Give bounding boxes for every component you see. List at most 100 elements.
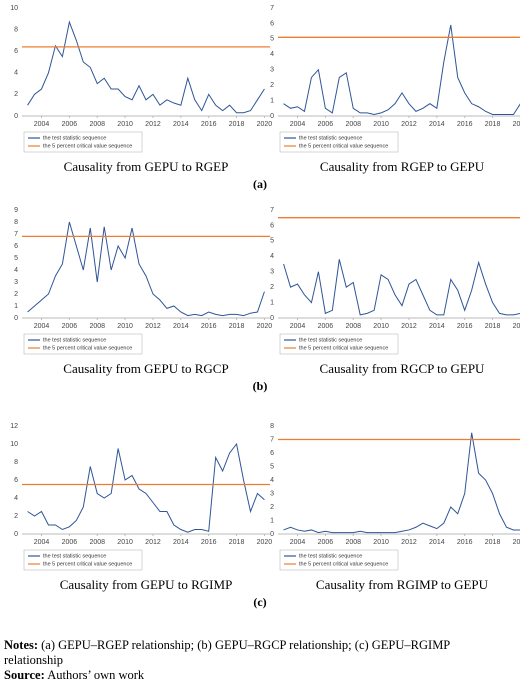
x-tick-label: 2006 bbox=[62, 121, 78, 128]
chart-caption: Causality from RGIMP to GEPU bbox=[316, 577, 489, 592]
source-text: Authors’ own work bbox=[47, 668, 145, 682]
y-tick-label: 8 bbox=[270, 423, 274, 430]
y-tick-label: 5 bbox=[270, 463, 274, 470]
y-tick-label: 0 bbox=[14, 315, 18, 322]
y-tick-label: 1 bbox=[270, 299, 274, 306]
y-tick-label: 4 bbox=[14, 70, 18, 77]
x-tick-label: 2014 bbox=[429, 539, 445, 546]
y-tick-label: 5 bbox=[14, 255, 18, 262]
x-tick-label: 2006 bbox=[62, 323, 78, 330]
legend-label: the test statistic sequence bbox=[43, 553, 106, 559]
x-tick-label: 2020 bbox=[513, 121, 520, 128]
legend-box bbox=[23, 549, 143, 571]
y-tick-label: 0 bbox=[270, 113, 274, 120]
x-tick-label: 2010 bbox=[117, 539, 133, 546]
notes-label: Notes: bbox=[4, 638, 39, 652]
y-tick-label: 3 bbox=[270, 67, 274, 74]
legend-label: the 5 percent critical value sequence bbox=[43, 143, 132, 149]
x-tick-label: 2016 bbox=[201, 323, 217, 330]
y-tick-label: 1 bbox=[270, 97, 274, 104]
y-tick-label: 2 bbox=[270, 284, 274, 291]
x-tick-label: 2020 bbox=[257, 323, 273, 330]
x-tick-label: 2012 bbox=[145, 323, 161, 330]
y-tick-label: 7 bbox=[270, 207, 274, 214]
legend-label: the test statistic sequence bbox=[43, 135, 106, 141]
x-tick-label: 2012 bbox=[145, 539, 161, 546]
chart-caption: Causality from GEPU to RGCP bbox=[63, 361, 228, 376]
y-tick-label: 8 bbox=[14, 219, 18, 226]
legend-label: the 5 percent critical value sequence bbox=[299, 561, 388, 567]
x-tick-label: 2010 bbox=[373, 539, 389, 546]
y-tick-label: 3 bbox=[270, 269, 274, 276]
x-tick-label: 2014 bbox=[173, 323, 189, 330]
chart-caption: Causality from GEPU to RGIMP bbox=[60, 577, 233, 592]
y-tick-label: 4 bbox=[270, 51, 274, 58]
x-tick-label: 2018 bbox=[485, 539, 501, 546]
x-tick-label: 2004 bbox=[34, 121, 50, 128]
x-tick-label: 2014 bbox=[429, 121, 445, 128]
y-tick-label: 0 bbox=[14, 113, 18, 120]
x-tick-label: 2016 bbox=[201, 539, 217, 546]
x-tick-label: 2006 bbox=[62, 539, 78, 546]
y-tick-label: 5 bbox=[270, 36, 274, 43]
x-tick-label: 2010 bbox=[117, 323, 133, 330]
y-tick-label: 2 bbox=[270, 82, 274, 89]
legend-label: the 5 percent critical value sequence bbox=[43, 561, 132, 567]
series-line bbox=[27, 442, 265, 533]
legend-label: the test statistic sequence bbox=[299, 337, 362, 343]
y-tick-label: 2 bbox=[14, 513, 18, 520]
y-tick-label: 7 bbox=[14, 231, 18, 238]
y-tick-label: 10 bbox=[10, 5, 18, 12]
legend-label: the 5 percent critical value sequence bbox=[43, 345, 132, 351]
y-tick-label: 6 bbox=[270, 20, 274, 27]
legend-box bbox=[279, 549, 399, 571]
y-tick-label: 8 bbox=[14, 26, 18, 33]
x-tick-label: 2008 bbox=[89, 539, 105, 546]
y-tick-label: 0 bbox=[270, 315, 274, 322]
x-tick-label: 2006 bbox=[318, 539, 334, 546]
y-tick-label: 6 bbox=[14, 48, 18, 55]
x-tick-label: 2008 bbox=[89, 323, 105, 330]
x-tick-label: 2006 bbox=[318, 121, 334, 128]
source-label: Source: bbox=[4, 668, 45, 682]
legend-label: the 5 percent critical value sequence bbox=[299, 345, 388, 351]
chart-caption: Causality from RGCP to GEPU bbox=[320, 361, 486, 376]
y-tick-label: 7 bbox=[270, 5, 274, 12]
y-tick-label: 8 bbox=[14, 459, 18, 466]
x-tick-label: 2008 bbox=[345, 539, 361, 546]
x-tick-label: 2016 bbox=[457, 539, 473, 546]
x-tick-label: 2018 bbox=[485, 121, 501, 128]
x-tick-label: 2018 bbox=[229, 121, 245, 128]
panel-label: (b) bbox=[253, 379, 268, 393]
legend-label: the test statistic sequence bbox=[299, 553, 362, 559]
source-line: Source: Authors’ own work bbox=[4, 668, 504, 683]
x-tick-label: 2004 bbox=[34, 539, 50, 546]
x-tick-label: 2010 bbox=[373, 121, 389, 128]
x-tick-label: 2004 bbox=[290, 323, 306, 330]
x-tick-label: 2020 bbox=[513, 323, 520, 330]
y-tick-label: 4 bbox=[270, 477, 274, 484]
series-line bbox=[283, 432, 520, 534]
x-tick-label: 2012 bbox=[401, 323, 417, 330]
legend-label: the test statistic sequence bbox=[43, 337, 106, 343]
y-tick-label: 2 bbox=[14, 291, 18, 298]
x-tick-label: 2020 bbox=[513, 539, 520, 546]
x-tick-label: 2016 bbox=[201, 121, 217, 128]
legend-label: the 5 percent critical value sequence bbox=[299, 143, 388, 149]
legend-box bbox=[23, 131, 143, 153]
x-tick-label: 2008 bbox=[345, 121, 361, 128]
x-tick-label: 2004 bbox=[290, 539, 306, 546]
x-tick-label: 2004 bbox=[34, 323, 50, 330]
y-tick-label: 7 bbox=[270, 436, 274, 443]
x-tick-label: 2008 bbox=[89, 121, 105, 128]
y-tick-label: 3 bbox=[270, 490, 274, 497]
y-tick-label: 2 bbox=[14, 91, 18, 98]
chart-caption: Causality from GEPU to RGEP bbox=[64, 159, 229, 174]
x-tick-label: 2018 bbox=[485, 323, 501, 330]
series-line bbox=[283, 259, 520, 316]
legend-label: the test statistic sequence bbox=[299, 135, 362, 141]
y-tick-label: 12 bbox=[10, 423, 18, 430]
x-tick-label: 2020 bbox=[257, 539, 273, 546]
x-tick-label: 2012 bbox=[401, 539, 417, 546]
